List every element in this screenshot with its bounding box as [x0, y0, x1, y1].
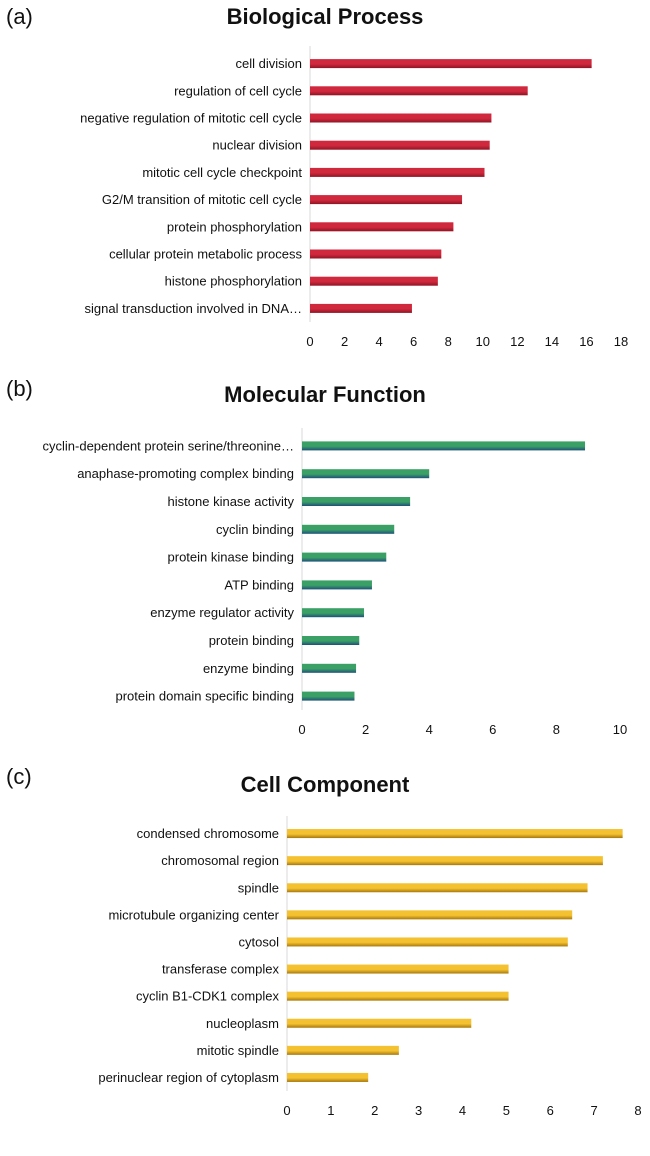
x-tick-label: 4 [426, 722, 433, 737]
category-label: signal transduction involved in DNA… [85, 301, 303, 316]
category-label: protein phosphorylation [167, 219, 302, 234]
x-tick-label: 6 [410, 334, 417, 349]
x-tick-label: 8 [553, 722, 560, 737]
category-label: protein kinase binding [168, 550, 294, 565]
panel-label: (c) [6, 764, 32, 789]
bar [302, 691, 355, 701]
x-tick-label: 12 [510, 334, 524, 349]
bar-chart-cell-component: condensed chromosome chromosomal region sp… [98, 816, 642, 1118]
bar [310, 249, 442, 259]
bar [287, 1072, 369, 1082]
x-tick-label: 0 [306, 334, 313, 349]
x-tick-label: 1 [327, 1103, 334, 1118]
category-label: cyclin-dependent protein serine/threonin… [43, 438, 295, 453]
bar [310, 222, 454, 232]
bar [302, 497, 411, 506]
panel-label: (b) [6, 376, 33, 401]
category-label: enzyme binding [203, 661, 294, 676]
bar-chart-molecular-function: cyclin-dependent protein serine/threonin… [43, 428, 627, 737]
bar [302, 469, 430, 479]
category-label: histone phosphorylation [165, 274, 302, 289]
panel-label: (a) [6, 4, 33, 29]
category-label: nucleoplasm [206, 1016, 279, 1031]
x-tick-label: 18 [614, 334, 628, 349]
category-label: mitotic cell cycle checkpoint [142, 165, 302, 180]
x-tick-label: 16 [579, 334, 593, 349]
bar [310, 276, 438, 286]
category-label: protein binding [209, 633, 294, 648]
bar [310, 140, 490, 150]
bar [302, 524, 395, 534]
bar [310, 86, 528, 96]
x-tick-label: 4 [459, 1103, 466, 1118]
x-tick-label: 5 [503, 1103, 510, 1118]
x-tick-label: 6 [547, 1103, 554, 1118]
x-tick-label: 10 [476, 334, 490, 349]
x-tick-label: 2 [362, 722, 369, 737]
x-tick-label: 0 [283, 1103, 290, 1118]
bar [287, 1018, 472, 1028]
x-tick-label: 14 [545, 334, 559, 349]
bar [287, 910, 573, 920]
category-label: cell division [236, 56, 302, 71]
category-label: perinuclear region of cytoplasm [98, 1070, 279, 1085]
category-label: ATP binding [224, 577, 294, 592]
category-label: cyclin binding [216, 522, 294, 537]
category-label: microtubule organizing center [108, 907, 279, 922]
x-tick-label: 6 [489, 722, 496, 737]
bar-chart-biological-process: cell division regulation of cell cycle neg… [80, 46, 628, 349]
category-label: nuclear division [212, 138, 302, 153]
category-label: cytosol [239, 934, 280, 949]
bar [302, 608, 365, 618]
bar [302, 636, 360, 645]
x-tick-label: 7 [591, 1103, 598, 1118]
x-tick-label: 8 [634, 1103, 641, 1118]
category-label: negative regulation of mitotic cell cycl… [80, 111, 302, 126]
bar [287, 964, 509, 974]
bar [302, 552, 387, 562]
bar [310, 303, 412, 313]
category-label: histone kinase activity [168, 494, 295, 509]
bar [302, 663, 357, 673]
bar [310, 113, 492, 123]
x-tick-label: 10 [613, 722, 627, 737]
category-label: cyclin B1-CDK1 complex [136, 989, 280, 1004]
bar [287, 937, 568, 947]
panel-cell-component: (c) Cell Component condensed chromosome c… [0, 758, 650, 1118]
bar [287, 829, 623, 839]
category-label: spindle [238, 880, 279, 895]
chart-title: Molecular Function [224, 382, 426, 407]
bar [287, 883, 588, 893]
x-tick-label: 3 [415, 1103, 422, 1118]
category-label: chromosomal region [161, 853, 279, 868]
category-label: enzyme regulator activity [150, 605, 294, 620]
chart-title: Biological Process [226, 4, 424, 29]
bar [302, 441, 586, 451]
x-tick-label: 2 [371, 1103, 378, 1118]
category-label: transferase complex [162, 962, 280, 977]
x-tick-label: 0 [298, 722, 305, 737]
category-label: cellular protein metabolic process [109, 247, 302, 262]
x-tick-label: 8 [445, 334, 452, 349]
panel-biological-process: (a) Biological Process cell division regu… [0, 0, 650, 360]
chart-title: Cell Component [240, 772, 410, 797]
category-label: G2/M transition of mitotic cell cycle [102, 192, 302, 207]
bar [302, 580, 372, 590]
bar [287, 991, 509, 1001]
category-label: protein domain specific binding [116, 689, 295, 704]
category-label: condensed chromosome [137, 826, 279, 841]
x-tick-label: 4 [375, 334, 382, 349]
bar [287, 856, 603, 866]
bar [287, 1045, 399, 1055]
category-label: anaphase-promoting complex binding [77, 466, 294, 481]
bar [310, 195, 463, 205]
panel-molecular-function: (b) Molecular Function cyclin-dependent … [0, 370, 650, 740]
bar [310, 167, 485, 177]
x-tick-label: 2 [341, 334, 348, 349]
category-label: regulation of cell cycle [174, 83, 302, 98]
category-label: mitotic spindle [197, 1043, 279, 1058]
bar [310, 59, 592, 69]
